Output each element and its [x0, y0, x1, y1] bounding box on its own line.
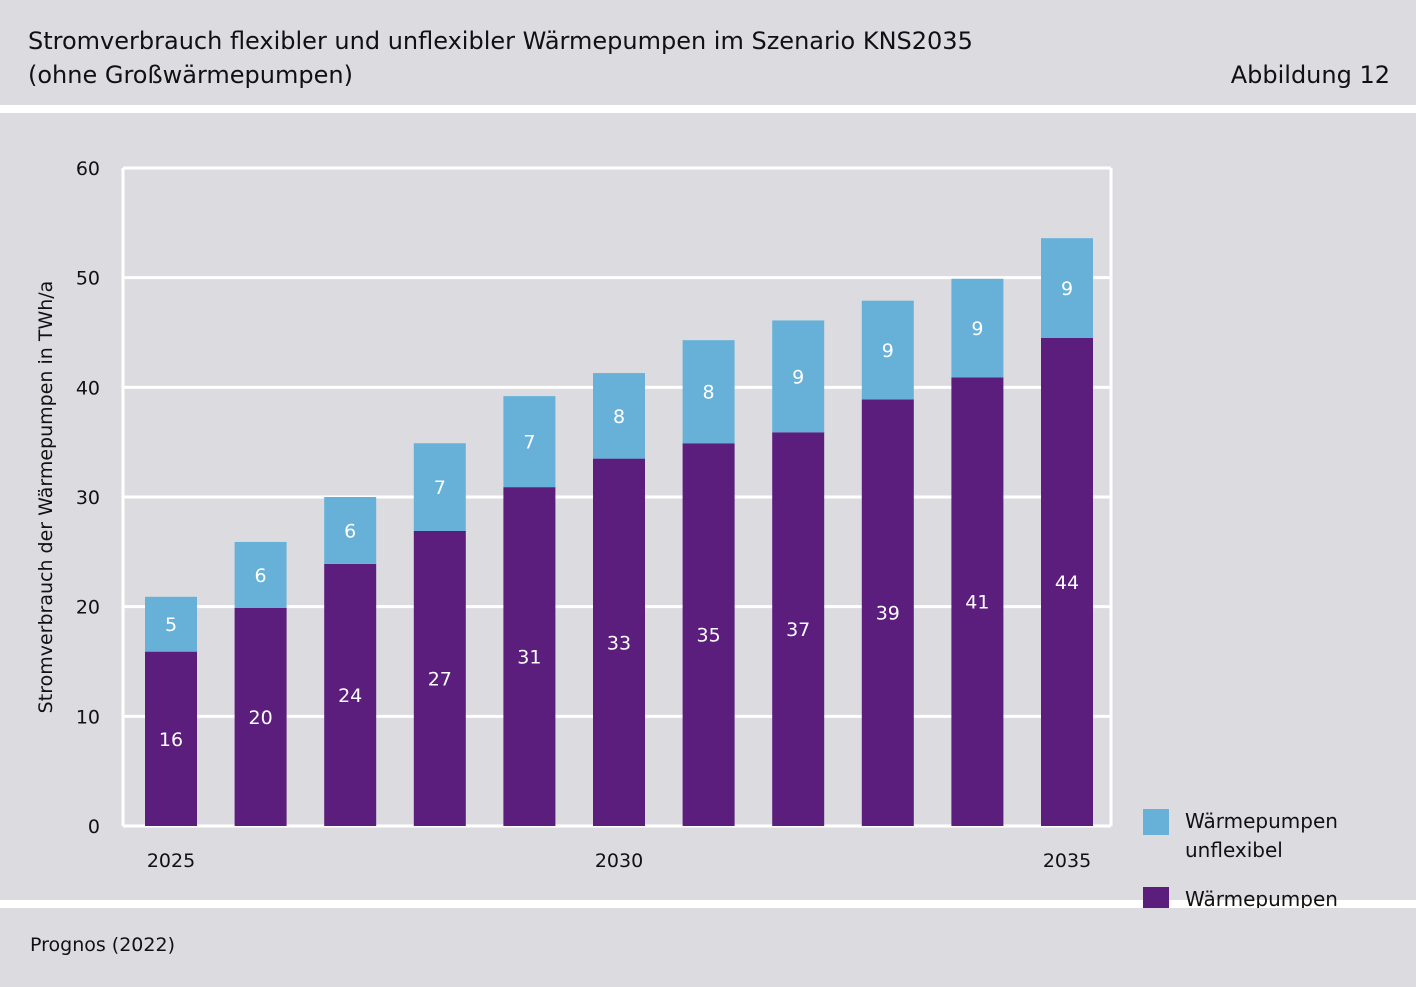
bar-flexibel-2027	[324, 563, 377, 826]
y-tick-label-60: 60	[76, 158, 100, 180]
x-tick-label-2025: 2025	[147, 850, 195, 872]
bar-unflexibel-2030	[593, 373, 645, 459]
bar-flexibel-2032	[772, 432, 825, 826]
data-label-flexibel-2028: 27	[428, 668, 452, 690]
bar-flexibel-2029	[503, 487, 556, 826]
x-tick-label-2035: 2035	[1043, 850, 1091, 872]
bar-unflexibel-2032	[772, 320, 825, 433]
data-label-flexibel-2027: 24	[338, 685, 362, 707]
y-tick-label-10: 10	[76, 706, 100, 728]
data-label-flexibel-2034: 41	[965, 592, 989, 614]
bar-flexibel-2025	[145, 651, 197, 826]
legend-label-unflexibel-line1: Wärmepumpen	[1185, 809, 1338, 833]
data-label-unflexibel-2034: 9	[971, 318, 983, 340]
bar-unflexibel-2031	[682, 340, 735, 444]
data-label-unflexibel-2035: 9	[1061, 278, 1073, 300]
bar-unflexibel-2033	[861, 300, 914, 400]
data-label-unflexibel-2026: 6	[255, 565, 267, 587]
chart-title: Stromverbrauch flexibler und unflexibler…	[28, 27, 973, 55]
source-note: Prognos (2022)	[30, 934, 175, 956]
data-label-flexibel-2035: 44	[1055, 572, 1079, 594]
footer: Prognos (2022)	[0, 908, 1416, 987]
legend-label-unflexibel: Wärmepumpen unflexibel	[1185, 807, 1385, 865]
legend-label-unflexibel-line2: unflexibel	[1185, 838, 1283, 862]
figure-label: Abbildung 12	[1230, 61, 1390, 89]
y-axis-title: Stromverbrauch der Wärmepumpen in TWh/a	[35, 281, 57, 714]
data-label-flexibel-2032: 37	[786, 619, 810, 641]
bar-unflexibel-2025	[145, 596, 197, 652]
chart-panel: 0 10 20 30 40 50 60 Stromverbrauch der Wärmepum…	[0, 113, 1416, 940]
y-tick-label-0: 0	[88, 816, 100, 838]
data-label-unflexibel-2028: 7	[434, 477, 446, 499]
bar-flexibel-2031	[682, 443, 735, 826]
data-label-flexibel-2033: 39	[876, 603, 900, 625]
data-label-flexibel-2026: 20	[249, 707, 273, 729]
data-label-flexibel-2030: 33	[607, 632, 631, 654]
data-label-unflexibel-2033: 9	[882, 340, 894, 362]
bar-flexibel-2030	[593, 458, 645, 826]
bar-unflexibel-2029	[503, 396, 556, 488]
data-label-unflexibel-2027: 6	[344, 520, 356, 542]
data-label-unflexibel-2025: 5	[165, 614, 177, 636]
bar-unflexibel-2034	[951, 278, 1004, 378]
bar-flexibel-2035	[1041, 337, 1093, 826]
bar-flexibel-2026	[234, 607, 287, 826]
bar-unflexibel-2027	[324, 497, 377, 564]
bar-unflexibel-2026	[234, 541, 287, 608]
y-tick-label-50: 50	[76, 268, 100, 290]
bar-flexibel-2033	[861, 399, 914, 826]
data-label-flexibel-2031: 35	[697, 625, 721, 647]
y-tick-label-30: 30	[76, 487, 100, 509]
data-label-unflexibel-2029: 7	[523, 432, 535, 454]
chart-subtitle: (ohne Großwärmepumpen)	[28, 61, 353, 89]
bar-flexibel-2028	[413, 530, 466, 826]
bar-unflexibel-2035	[1041, 238, 1093, 338]
legend-swatch-unflexibel	[1143, 809, 1169, 835]
data-label-flexibel-2025: 16	[159, 729, 183, 751]
y-tick-label-40: 40	[76, 377, 100, 399]
data-label-unflexibel-2030: 8	[613, 406, 625, 428]
data-label-flexibel-2029: 31	[517, 647, 541, 669]
header: Stromverbrauch flexibler und unflexibler…	[0, 0, 1416, 105]
data-label-unflexibel-2031: 8	[703, 382, 715, 404]
legend-label-flexibel-line1: Wärmepumpen	[1185, 887, 1338, 911]
y-tick-label-20: 20	[76, 597, 100, 619]
data-label-unflexibel-2032: 9	[792, 366, 804, 388]
x-tick-label-2030: 2030	[595, 850, 643, 872]
bar-flexibel-2034	[951, 377, 1004, 826]
bar-unflexibel-2028	[413, 443, 466, 531]
